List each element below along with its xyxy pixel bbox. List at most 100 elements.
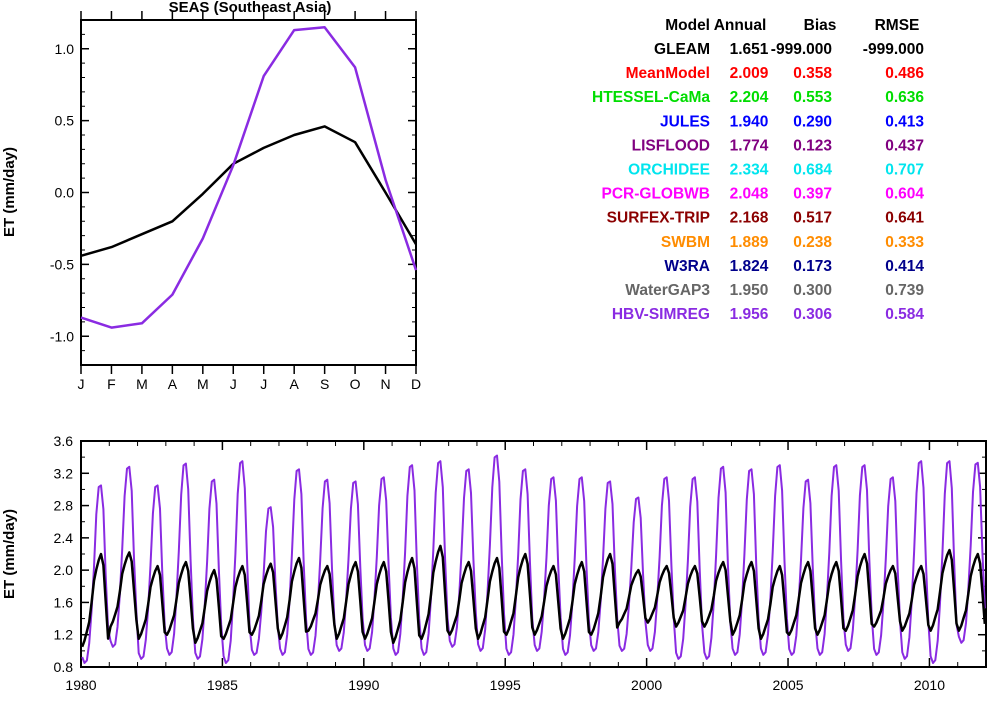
row-rmse: 0.584 <box>885 306 924 323</box>
y-tick-label: -1.0 <box>50 328 74 344</box>
row-rmse: -999.000 <box>863 41 924 58</box>
series-lines <box>81 454 987 664</box>
row-annual: 2.334 <box>730 162 769 179</box>
row-bias: 0.684 <box>793 162 832 179</box>
y-tick-label: 2.0 <box>54 562 74 578</box>
row-bias: 0.553 <box>793 89 832 106</box>
row-annual: 2.048 <box>730 186 769 203</box>
x-tick-label: M <box>136 376 148 392</box>
x-tick-label: N <box>380 376 390 392</box>
time-series-panel: 0.8 1.2 1.6 2.0 2.4 2.8 3.2 3.6 1980 1985 1990 199… <box>1 433 987 693</box>
y-tick-label: 2.4 <box>54 530 74 546</box>
row-model: HBV-SIMREG <box>612 306 710 323</box>
series-lines <box>80 25 418 329</box>
row-annual: 1.774 <box>730 137 769 154</box>
x-tick-label: 1980 <box>65 677 96 693</box>
row-bias: -999.000 <box>771 41 832 58</box>
row-bias: 0.358 <box>793 65 832 82</box>
x-tick-label: 2005 <box>772 677 803 693</box>
row-annual: 1.889 <box>730 234 769 251</box>
row-annual: 1.940 <box>730 113 769 130</box>
row-model: JULES <box>660 113 710 130</box>
row-annual: 1.651 <box>730 41 769 58</box>
table-row: HTESSEL-CaMa 2.204 0.553 0.636 <box>592 89 924 106</box>
row-model: W3RA <box>664 258 710 275</box>
table-row: ORCHIDEE 2.334 0.684 0.707 <box>628 162 924 179</box>
series-line-gleam <box>81 544 987 648</box>
plot-frame <box>80 19 417 366</box>
row-bias: 0.238 <box>793 234 832 251</box>
x-tick-label: M <box>197 376 209 392</box>
x-tick-label: 2010 <box>914 677 945 693</box>
y-axis-title: ET (mm/day) <box>1 509 18 599</box>
row-model: ORCHIDEE <box>628 162 710 179</box>
y-tick-label: -0.5 <box>50 256 74 272</box>
x-tick-label: J <box>78 376 85 392</box>
table-header-rmse: RMSE <box>875 17 920 34</box>
row-bias: 0.123 <box>793 137 832 154</box>
table-row: MeanModel 2.009 0.358 0.486 <box>626 65 925 82</box>
row-annual: 1.956 <box>730 306 769 323</box>
row-bias: 0.173 <box>793 258 832 275</box>
row-model: SWBM <box>661 234 710 251</box>
seasonal-cycle-panel: SEAS (Southeast Asia) -1.0-0.50.00.51.0 … <box>1 0 421 392</box>
row-rmse: 0.437 <box>885 137 924 154</box>
x-tick-label: J <box>260 376 267 392</box>
table-header-bias: Bias <box>804 17 837 34</box>
table-header-model: Model <box>665 17 710 34</box>
row-model: WaterGAP3 <box>625 282 710 299</box>
row-model: HTESSEL-CaMa <box>592 89 710 106</box>
table-row: JULES 1.940 0.290 0.413 <box>660 113 924 130</box>
row-rmse: 0.604 <box>885 186 924 203</box>
x-tick-label: S <box>320 376 329 392</box>
chart-title: SEAS (Southeast Asia) <box>169 0 332 16</box>
table-row: GLEAM 1.651 -999.000 -999.000 <box>654 41 924 58</box>
x-tick-label: D <box>411 376 421 392</box>
x-tick-label: O <box>350 376 361 392</box>
row-annual: 2.204 <box>730 89 769 106</box>
y-tick-label: 0.0 <box>55 185 75 201</box>
row-rmse: 0.414 <box>885 258 924 275</box>
table-row: W3RA 1.824 0.173 0.414 <box>664 258 924 275</box>
row-bias: 0.290 <box>793 113 832 130</box>
row-model: GLEAM <box>654 41 710 58</box>
row-rmse: 0.739 <box>885 282 924 299</box>
row-bias: 0.300 <box>793 282 832 299</box>
y-tick-label: 1.0 <box>55 41 75 57</box>
row-bias: 0.306 <box>793 306 832 323</box>
table-row: LISFLOOD 1.774 0.123 0.437 <box>632 137 924 154</box>
y-tick-label: 3.2 <box>54 465 74 481</box>
row-rmse: 0.333 <box>885 234 924 251</box>
table-row: SWBM 1.889 0.238 0.333 <box>661 234 924 251</box>
y-tick-labels: -1.0 -0.5 0.0 0.5 1.0 <box>50 41 74 345</box>
y-tick-label: 1.2 <box>54 627 74 643</box>
x-tick-label: A <box>168 376 178 392</box>
x-tick-label: 1985 <box>207 677 238 693</box>
table-row: SURFEX-TRIP 2.168 0.517 0.641 <box>607 210 925 227</box>
series-line-gleam <box>80 125 418 258</box>
y-axis-title: ET (mm/day) <box>1 147 18 237</box>
row-rmse: 0.641 <box>885 210 924 227</box>
row-rmse: 0.636 <box>885 89 924 106</box>
row-annual: 1.824 <box>730 258 769 275</box>
row-annual: 1.950 <box>730 282 769 299</box>
row-model: PCR-GLOBWB <box>602 186 711 203</box>
y-tick-labels: 0.8 1.2 1.6 2.0 2.4 2.8 3.2 3.6 <box>54 433 74 675</box>
row-rmse: 0.707 <box>885 162 924 179</box>
table-row: WaterGAP3 1.950 0.300 0.739 <box>625 282 924 299</box>
table-row: PCR-GLOBWB 2.048 0.397 0.604 <box>602 186 925 203</box>
y-tick-label: 1.6 <box>54 594 74 610</box>
table-row: HBV-SIMREG 1.956 0.306 0.584 <box>612 306 925 323</box>
x-tick-label: J <box>230 376 237 392</box>
x-tick-label: 2000 <box>631 677 662 693</box>
x-tick-label: 1995 <box>490 677 521 693</box>
row-model: SURFEX-TRIP <box>607 210 710 227</box>
row-bias: 0.397 <box>793 186 832 203</box>
axis-ticks <box>80 11 417 374</box>
series-line-hbv-simreg <box>80 25 418 329</box>
row-bias: 0.517 <box>793 210 832 227</box>
y-tick-label: 0.8 <box>54 659 74 675</box>
y-tick-label: 0.5 <box>55 113 75 129</box>
